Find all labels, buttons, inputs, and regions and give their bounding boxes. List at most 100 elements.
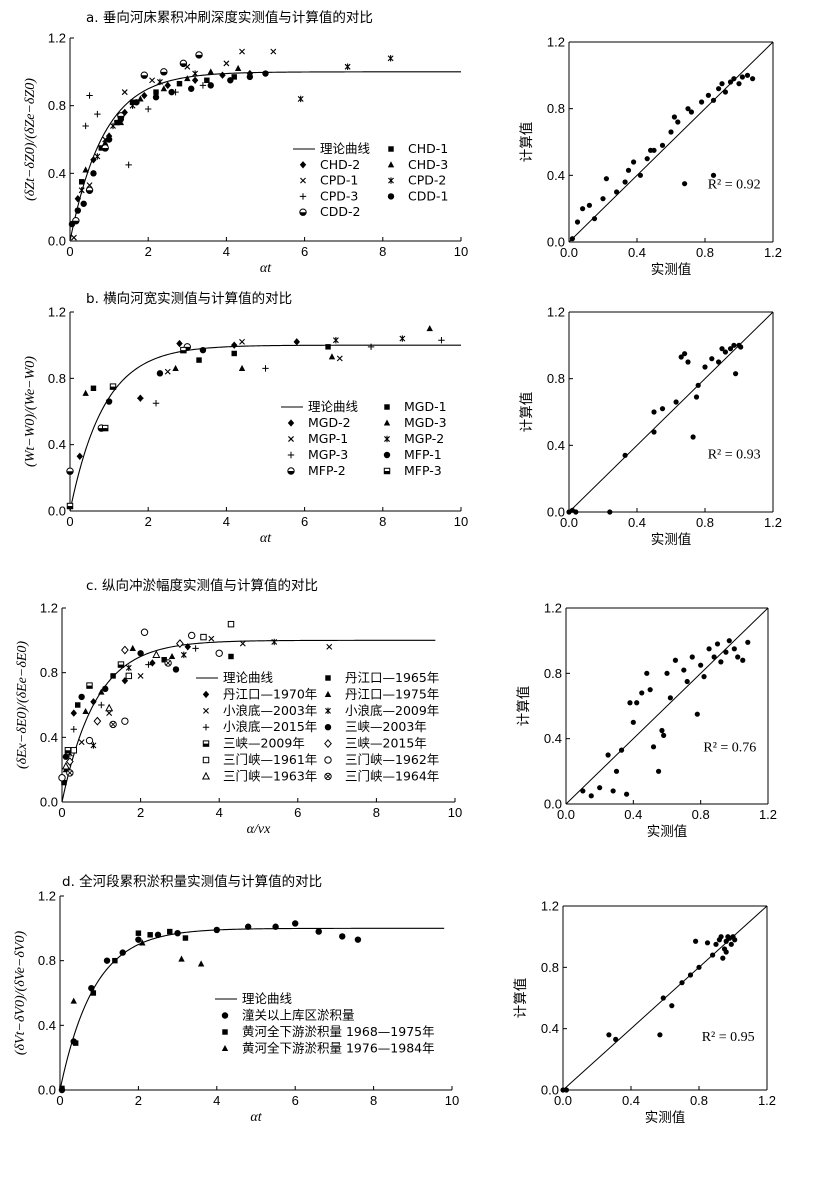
data-point [70, 726, 77, 733]
data-point [72, 1040, 79, 1046]
data-point [591, 216, 598, 222]
y-tick-label: 0.4 [544, 731, 562, 746]
y-tick-label: 1.2 [547, 35, 565, 50]
data-point [195, 51, 203, 59]
data-point [196, 357, 202, 363]
data-point [105, 398, 113, 405]
x-tick-label: 0.4 [624, 807, 642, 822]
data-point [688, 109, 695, 115]
data-point [187, 631, 196, 640]
data-point [659, 727, 665, 734]
data-point [713, 941, 719, 947]
y-tick-label: 0.4 [40, 730, 58, 745]
data-point [574, 219, 581, 225]
legend-marker [324, 724, 332, 731]
data-point [129, 644, 136, 651]
y-tick-label: 0.4 [48, 166, 66, 181]
y-tick-label: 1.2 [48, 305, 66, 320]
data-point [671, 114, 678, 120]
data-point [164, 368, 171, 375]
data-point [200, 633, 207, 641]
data-point [399, 335, 406, 342]
data-point [716, 86, 722, 92]
data-point [682, 181, 688, 187]
data-point [271, 638, 278, 646]
y-tick-label: 0.8 [547, 371, 565, 386]
legend-marker [384, 435, 390, 443]
data-point [109, 720, 117, 729]
chart-b-right: 0.0 0.4 0.8 1.2 0.0 0.4 0.8 1.2 实测值 计算值 R² = 0.93 [519, 305, 782, 549]
data-point [634, 700, 640, 706]
x-axis-label: 实测值 [651, 532, 692, 548]
data-point [239, 338, 245, 345]
data-point [387, 55, 394, 62]
data-point [174, 929, 181, 937]
data-point [625, 167, 632, 173]
data-point [145, 105, 152, 113]
legend-marker [287, 451, 295, 459]
legend-label: 潼关以上库区淤积量 [242, 1008, 355, 1023]
y-tick-label: 1.2 [38, 889, 56, 904]
data-point [119, 949, 126, 956]
data-point [227, 77, 234, 84]
x-axis-label: αt [260, 261, 272, 276]
data-point [184, 643, 191, 651]
x-tick-label: 6 [301, 244, 308, 259]
data-point [65, 757, 74, 767]
y-tick-label: 0.8 [40, 665, 58, 680]
data-point [74, 207, 82, 214]
data-point [137, 672, 144, 679]
legend-marker [324, 756, 332, 764]
data-point [208, 635, 215, 642]
y-axis-label: 计算值 [519, 122, 535, 163]
data-point [719, 346, 725, 352]
data-point [103, 957, 111, 964]
legend-label: MFP-1 [404, 447, 442, 462]
data-point [731, 646, 737, 652]
data-point [607, 509, 613, 515]
y-tick-label: 0.8 [547, 101, 565, 116]
data-point [66, 502, 74, 510]
legend-label: 三门峡—1961年 [223, 752, 317, 767]
legend-label: 黄河全下游淤积量 1968—1975年 [242, 1024, 435, 1039]
legend-marker [221, 1044, 229, 1052]
data-point [156, 370, 164, 377]
data-point [121, 89, 128, 96]
x-tick-label: 0.4 [628, 515, 646, 530]
data-point [239, 640, 246, 647]
data-point [98, 701, 105, 709]
data-point [644, 670, 650, 676]
data-point [733, 371, 739, 377]
x-tick-label: 1.2 [759, 807, 777, 822]
data-point [744, 72, 751, 78]
data-point [718, 934, 724, 940]
y-axis-label: (δVt−δV0)/(δVe−δV0) [13, 931, 28, 1056]
legend-label: 三门峡—1963年 [223, 768, 317, 783]
x-tick-label: 0.4 [622, 1093, 640, 1108]
data-point [74, 195, 82, 203]
identity-line [568, 41, 774, 243]
data-point [711, 654, 717, 660]
data-point [339, 933, 346, 940]
data-point [98, 688, 105, 695]
y-tick-label: 0.8 [38, 953, 56, 968]
r-squared-label: R² = 0.95 [702, 1030, 755, 1045]
data-point [121, 645, 129, 655]
legend-label: 丹江口—1975年 [345, 686, 439, 701]
data-point [709, 356, 715, 362]
data-point [695, 382, 701, 388]
data-point [659, 406, 666, 412]
identity-line [568, 311, 774, 513]
data-point [682, 351, 688, 357]
chart-title: b. 横向河宽实测值与计算值的对比 [86, 290, 292, 307]
data-point [137, 395, 144, 402]
data-point [66, 769, 74, 777]
legend-marker [288, 436, 294, 442]
data-point [710, 952, 716, 958]
data-point [197, 960, 205, 967]
data-point [70, 997, 77, 1004]
x-tick-label: 6 [292, 1093, 299, 1108]
data-point [270, 48, 277, 55]
data-point [639, 690, 645, 696]
